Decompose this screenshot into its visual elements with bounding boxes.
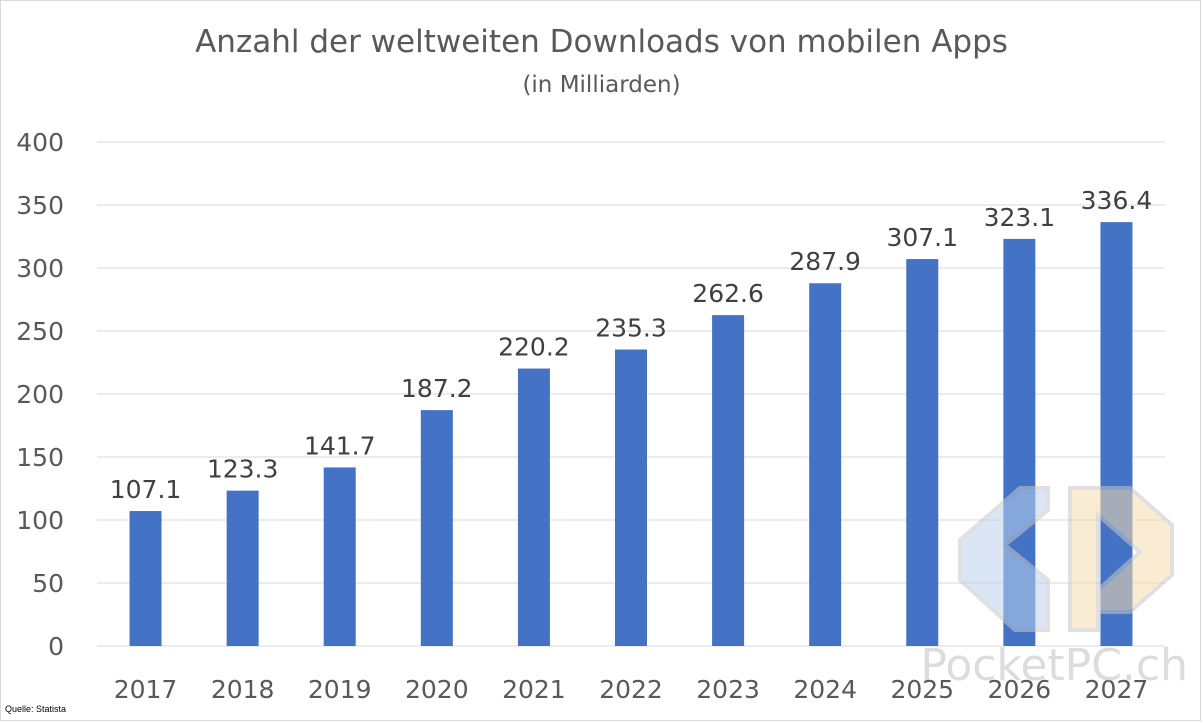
bar-2018 bbox=[226, 490, 259, 646]
bar-2021 bbox=[517, 368, 550, 646]
data-label-2020: 187.2 bbox=[401, 374, 473, 403]
y-tick-label: 250 bbox=[16, 317, 64, 346]
x-tick-label-2025: 2025 bbox=[890, 675, 954, 704]
y-axis-tick-labels: 0 50 100 150 200 250 300 350 400 bbox=[16, 128, 64, 661]
bar-2017 bbox=[129, 511, 162, 646]
data-label-2025: 307.1 bbox=[886, 223, 958, 252]
y-tick-label: 400 bbox=[16, 128, 64, 157]
bar-2024 bbox=[809, 283, 842, 646]
bar-2023 bbox=[712, 315, 745, 646]
data-label-2026: 323.1 bbox=[984, 203, 1056, 232]
data-label-2023: 262.6 bbox=[692, 279, 764, 308]
y-tick-label: 350 bbox=[16, 191, 64, 220]
x-tick-label-2018: 2018 bbox=[211, 675, 275, 704]
data-label-2027: 336.4 bbox=[1081, 186, 1153, 215]
data-label-2017: 107.1 bbox=[110, 475, 182, 504]
data-label-2018: 123.3 bbox=[207, 455, 279, 484]
y-tick-label: 150 bbox=[16, 443, 64, 472]
pocketpc-logo-icon bbox=[958, 486, 1174, 632]
bars bbox=[129, 222, 1133, 647]
x-tick-label-2024: 2024 bbox=[793, 675, 857, 704]
x-tick-label-2027: 2027 bbox=[1085, 675, 1149, 704]
x-tick-label-2022: 2022 bbox=[599, 675, 663, 704]
chart-title: Anzahl der weltweiten Downloads von mobi… bbox=[195, 24, 1008, 60]
x-axis-tick-labels: 2017 2018 2019 2020 2021 2022 2023 2024 2025 2026… bbox=[114, 675, 1149, 704]
data-label-2021: 220.2 bbox=[498, 333, 570, 362]
data-label-2022: 235.3 bbox=[595, 314, 667, 343]
data-label-2019: 141.7 bbox=[304, 431, 376, 460]
y-tick-label: 200 bbox=[16, 380, 64, 409]
bar-2019 bbox=[323, 467, 356, 646]
watermark-text: PocketPC.ch bbox=[920, 640, 1188, 691]
x-tick-label-2017: 2017 bbox=[114, 675, 178, 704]
x-tick-label-2023: 2023 bbox=[696, 675, 760, 704]
y-tick-label: 50 bbox=[32, 569, 64, 598]
y-tick-label: 0 bbox=[48, 632, 64, 661]
y-tick-label: 100 bbox=[16, 506, 64, 535]
bar-2025 bbox=[906, 259, 939, 646]
data-labels: 107.1 123.3 141.7 187.2 220.2 235.3 262.6 287.9… bbox=[110, 186, 1152, 504]
x-tick-label-2026: 2026 bbox=[988, 675, 1052, 704]
source-note: Quelle: Statista bbox=[5, 704, 67, 714]
x-tick-label-2021: 2021 bbox=[502, 675, 566, 704]
bar-2022 bbox=[615, 349, 647, 646]
bar-2020 bbox=[420, 410, 453, 646]
chart-subtitle: (in Milliarden) bbox=[522, 72, 681, 98]
x-tick-label-2020: 2020 bbox=[405, 675, 469, 704]
data-label-2024: 287.9 bbox=[789, 247, 861, 276]
y-tick-label: 300 bbox=[16, 254, 64, 283]
x-tick-label-2019: 2019 bbox=[308, 675, 372, 704]
